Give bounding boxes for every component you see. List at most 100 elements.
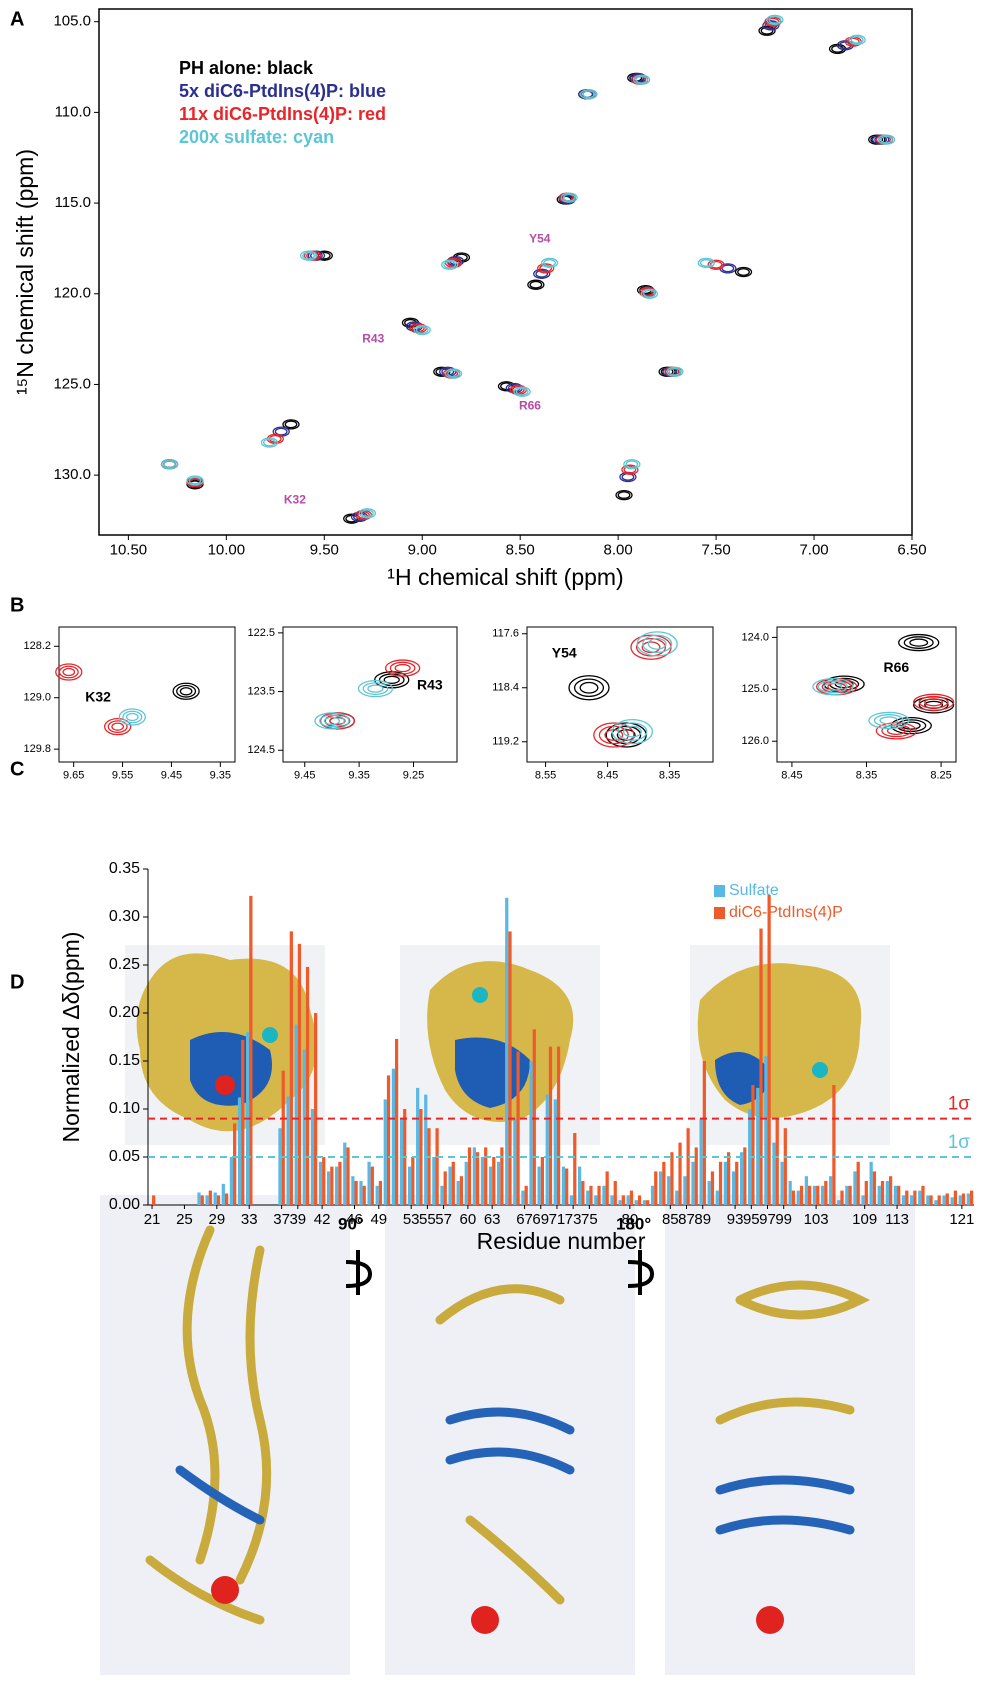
bar: [918, 1190, 922, 1205]
panel-label: C: [10, 758, 24, 780]
bar: [367, 1161, 371, 1205]
peak-contour: [319, 714, 345, 728]
x-tick-label: 9.65: [63, 769, 84, 781]
annotation: Y54: [552, 645, 577, 661]
annotation: R66: [519, 398, 541, 412]
peak-contour: [543, 259, 556, 267]
bar: [929, 1195, 933, 1205]
peak-contour: [870, 135, 884, 144]
plot-frame: [526, 626, 714, 763]
peak-contour: [125, 712, 139, 722]
bar: [610, 1195, 614, 1205]
y-axis-label: Normalized Δδ(ppm): [58, 932, 84, 1143]
x-tick-label: 95: [743, 1211, 760, 1228]
bar: [326, 1171, 331, 1205]
peaks: [55, 663, 200, 736]
bar: [764, 1056, 768, 1205]
bar: [448, 1166, 452, 1205]
residue-sphere: [756, 1606, 784, 1634]
bar: [807, 1185, 812, 1205]
bar: [739, 1152, 744, 1205]
bar: [322, 1157, 326, 1205]
bar: [621, 1195, 625, 1205]
bar: [626, 1195, 630, 1205]
bar: [958, 1195, 962, 1205]
y-tick-label: 126.0: [741, 735, 769, 747]
y-tick-label: 110.0: [55, 103, 91, 120]
bar: [637, 1195, 642, 1205]
bar: [646, 1200, 650, 1205]
bar: [432, 1157, 436, 1205]
peak: [868, 711, 910, 730]
peak: [615, 489, 633, 501]
bar: [556, 1046, 561, 1205]
bar: [383, 1099, 387, 1205]
legend-swatch: [714, 907, 725, 919]
image-bg: [665, 1195, 915, 1675]
bar: [561, 1166, 566, 1205]
bar: [845, 1185, 849, 1205]
bar: [597, 1185, 601, 1205]
bar: [152, 1195, 156, 1205]
annotation: R43: [417, 676, 443, 692]
bar: [675, 1190, 679, 1205]
peak: [697, 257, 715, 269]
bar: [683, 1176, 687, 1205]
peak: [527, 279, 545, 290]
bar: [961, 1193, 966, 1205]
bar: [411, 1157, 415, 1205]
peak-contour: [389, 661, 416, 675]
y-tick-label: 0.20: [109, 1004, 140, 1021]
peak-contour: [699, 259, 713, 267]
x-tick-label: 37: [273, 1211, 290, 1228]
x-tick-label: 39: [289, 1211, 306, 1228]
bar: [497, 1161, 501, 1205]
peak: [441, 259, 459, 270]
peak-contour: [360, 509, 374, 518]
peak: [444, 368, 463, 379]
annotation: K32: [284, 493, 306, 507]
bar: [407, 1166, 412, 1205]
x-tick-label: 10.50: [110, 541, 148, 558]
bar: [516, 1051, 520, 1205]
x-tick-label: 8.45: [597, 769, 618, 781]
bar: [281, 1070, 285, 1205]
bar: [318, 1161, 323, 1205]
bar: [934, 1200, 938, 1205]
peak: [580, 89, 598, 100]
bar: [492, 1157, 496, 1205]
legend-entry: PH alone: black: [179, 58, 314, 78]
peak: [568, 675, 610, 701]
bar: [505, 897, 509, 1205]
bar: [565, 1168, 569, 1205]
plot-frame: [98, 8, 913, 536]
bar: [338, 1161, 342, 1205]
peak-contour: [737, 268, 750, 276]
bar: [735, 1161, 739, 1205]
peak-contour: [511, 386, 525, 394]
bar: [375, 1185, 379, 1205]
bar: [921, 1185, 925, 1205]
peak-contour: [617, 491, 631, 499]
peak-contour: [850, 35, 864, 44]
y-tick-label: 130.0: [53, 466, 91, 483]
bar: [791, 1190, 796, 1205]
bar: [351, 1176, 355, 1205]
bar: [440, 1185, 444, 1205]
peak-contour: [573, 678, 605, 698]
x-tick-label: 9.25: [403, 769, 424, 781]
bar: [537, 1166, 541, 1205]
peak: [758, 25, 776, 36]
x-tick-label: 87: [678, 1211, 695, 1228]
bar: [359, 1181, 363, 1205]
y-tick-label: 123.5: [247, 685, 275, 697]
legend-entry: 5x diC6-PtdIns(4)P: blue: [179, 81, 386, 101]
bar: [650, 1185, 655, 1205]
bar: [926, 1195, 930, 1205]
y-tick-label: 118.4: [492, 682, 519, 694]
bar: [435, 1128, 439, 1205]
peak: [55, 663, 83, 681]
bar: [602, 1185, 606, 1205]
bar: [775, 1118, 779, 1205]
peak-contour: [823, 682, 843, 691]
